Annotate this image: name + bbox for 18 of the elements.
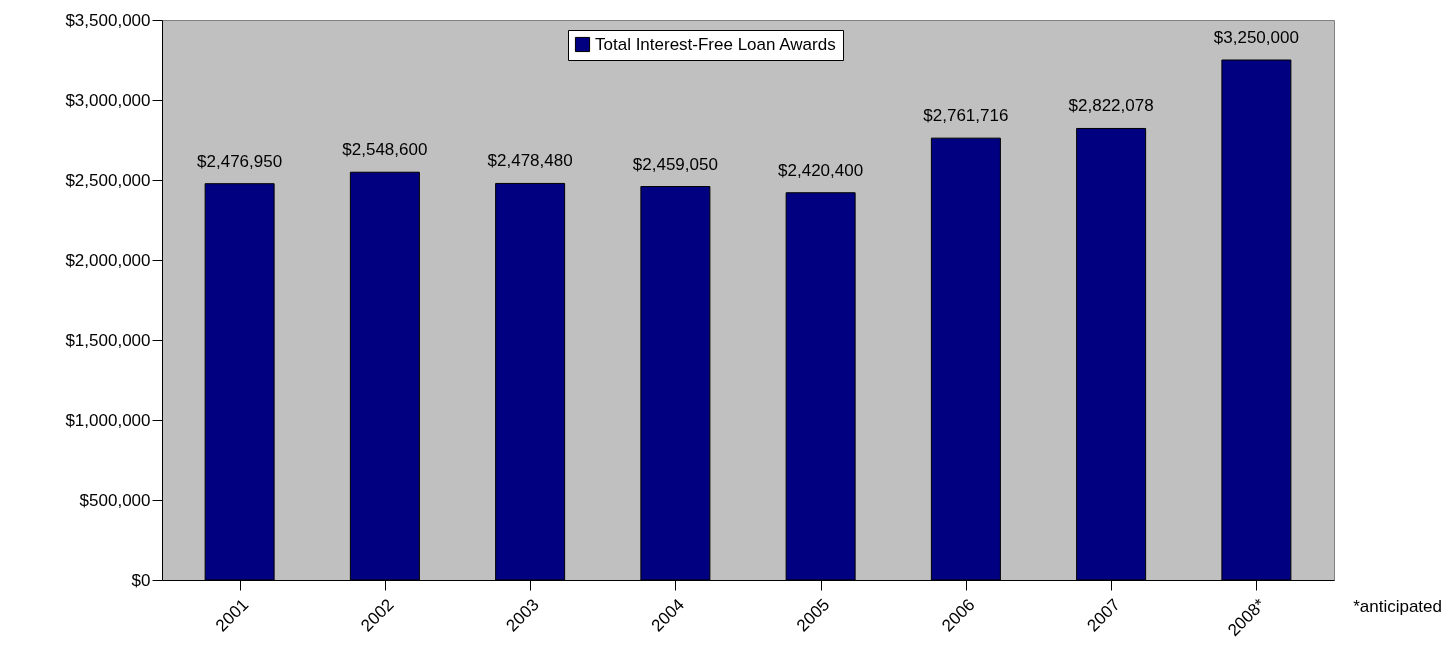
y-tick-label: $2,000,000 bbox=[65, 250, 151, 270]
y-tick-label: $2,500,000 bbox=[65, 170, 151, 190]
data-label: $2,459,050 bbox=[632, 154, 718, 174]
text: *anticipated bbox=[1353, 596, 1442, 616]
data-label: $2,822,078 bbox=[1068, 96, 1154, 116]
data-label: $2,478,480 bbox=[487, 151, 573, 171]
y-tick-label: $1,500,000 bbox=[65, 330, 151, 350]
y-tick-label: $3,500,000 bbox=[65, 10, 151, 30]
y-tick-label: $500,000 bbox=[79, 490, 151, 510]
y-tick-label: $3,000,000 bbox=[65, 90, 151, 110]
data-label: $2,548,600 bbox=[342, 140, 428, 160]
y-tick-label: $0 bbox=[131, 570, 151, 590]
data-label: $3,250,000 bbox=[1213, 28, 1299, 47]
data-label: $2,476,950 bbox=[197, 151, 283, 171]
data-label: $2,420,400 bbox=[778, 160, 864, 180]
y-tick-label: $1,000,000 bbox=[65, 410, 151, 430]
data-label: $2,761,716 bbox=[923, 106, 1009, 126]
legend-label: Total Interest-Free Loan Awards bbox=[595, 34, 836, 54]
